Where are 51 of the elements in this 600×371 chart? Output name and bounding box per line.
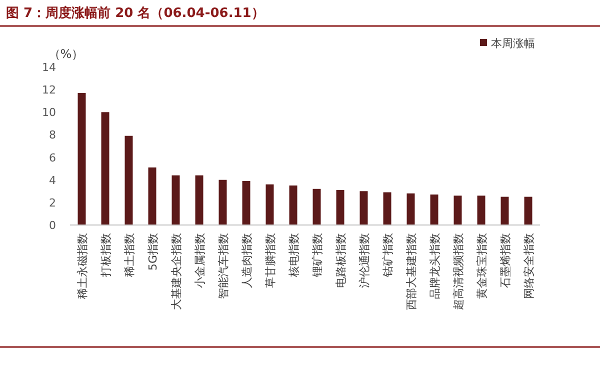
y-tick-label: 4 [49,174,56,187]
y-tick-label: 6 [49,151,56,164]
bar [195,175,204,225]
bar [101,112,110,225]
bar [430,194,438,225]
bar [148,167,156,225]
bar [242,180,250,225]
chart-title: 图 7：周度涨幅前 20 名（06.04-06.11） [6,5,264,21]
bar [124,136,133,225]
x-tick-label: 黄金珠宝指数 [475,233,488,299]
bar [383,192,392,225]
bar [477,196,486,225]
x-tick-label: 电路板指数 [334,233,348,288]
y-axis-title: （%） [48,47,84,61]
x-tick-label: 5G指数 [146,233,160,271]
bar [406,193,415,225]
bar [266,184,274,225]
x-tick-label: 西部大基建指数 [404,233,418,310]
x-tick-label: 人造肉指数 [240,233,254,288]
y-tick-label: 0 [49,219,56,232]
x-tick-label: 网络安全指数 [522,233,536,299]
x-tick-label: 稀土永磁指数 [76,233,89,299]
x-tick-label: 石墨烯指数 [498,233,512,288]
bar [360,191,368,225]
y-tick-label: 10 [42,106,56,120]
y-tick-label: 12 [42,84,56,97]
x-tick-label: 锂矿指数 [310,233,324,278]
x-tick-label: 沪伦通指数 [358,233,371,288]
bar [289,186,298,225]
x-tick-label: 大基建央企指数 [170,233,183,310]
x-tick-label: 小金属指数 [193,233,206,288]
bar [172,175,180,225]
y-tick-label: 2 [49,196,56,210]
bar [78,92,86,225]
y-tick-label: 14 [42,61,56,74]
bar [336,190,344,225]
x-tick-label: 超高清视频指数 [452,233,465,310]
bar [524,196,532,225]
x-tick-label: 核电指数 [287,233,300,278]
x-tick-label: 稀土指数 [122,233,136,277]
x-tick-label: 钴矿指数 [381,233,394,278]
legend-label: 本周涨幅 [491,37,535,50]
bar [312,188,321,225]
y-tick-label: 8 [49,128,56,142]
x-tick-label: 智能汽车指数 [216,233,230,299]
x-tick-label: 品牌龙头指数 [428,233,442,299]
bar [454,196,462,225]
bar [500,196,509,225]
x-tick-label: 打板指数 [99,233,112,278]
bar [218,180,227,225]
x-tick-label: 草甘膦指数 [264,233,277,288]
